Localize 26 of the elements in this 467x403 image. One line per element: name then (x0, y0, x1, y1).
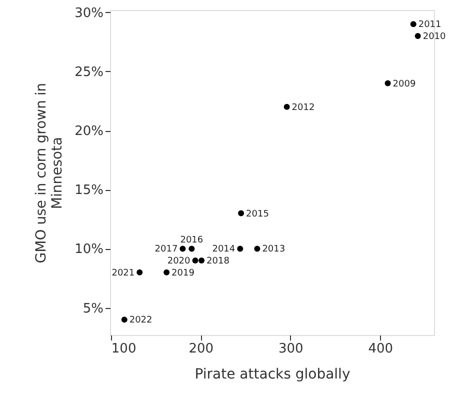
y-tick-label: 15% (74, 183, 104, 198)
x-tick-label: 200 (188, 342, 214, 356)
x-axis-title: Pirate attacks globally (194, 366, 350, 382)
annotation: 2017 (154, 244, 178, 255)
y-axis-title: GMO use in corn grown in Minnesota (34, 82, 66, 264)
y-tick-label: 10% (74, 242, 104, 258)
x-tick-label: 400 (368, 342, 394, 356)
annotation: 2019 (172, 268, 195, 278)
annotation: 2011 (418, 20, 442, 30)
annotation: 2015 (246, 209, 269, 220)
annotation: 2020 (167, 256, 191, 267)
x-tick-label: 100 (111, 342, 136, 356)
annotation: 2021 (112, 268, 135, 278)
annotation: 2010 (422, 32, 446, 42)
annotation: 2009 (392, 79, 416, 90)
x-tick-label: 300 (278, 342, 304, 356)
y-tick-label: 5% (82, 301, 104, 316)
annotation: 2012 (292, 102, 315, 113)
y-tick-label: 30% (74, 6, 104, 21)
annotation: 2014 (212, 244, 236, 255)
annotation: 2022 (129, 316, 152, 326)
annotation: 2013 (262, 244, 286, 255)
annotation: 2016 (180, 236, 204, 246)
y-tick-label: 20% (74, 124, 104, 140)
y-tick-label: 25% (74, 64, 104, 80)
annotation: 2018 (206, 256, 230, 267)
